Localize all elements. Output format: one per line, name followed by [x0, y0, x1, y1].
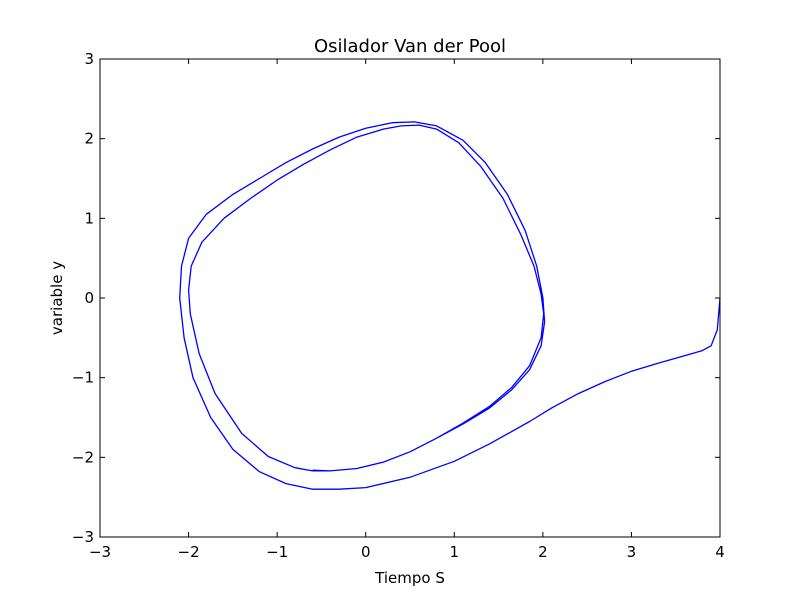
series-line-0 [179, 121, 721, 490]
y-tick-label: −3 [72, 528, 94, 546]
y-tick-label: −1 [72, 369, 94, 387]
y-tick-label: −2 [72, 448, 94, 466]
x-tick-label: 2 [538, 543, 548, 561]
chart-title: Osilador Van der Pool [314, 36, 506, 57]
x-tick-label: −3 [89, 543, 111, 561]
x-tick-label: 1 [450, 543, 460, 561]
plot-frame [99, 58, 721, 538]
y-tick-label: 3 [84, 50, 94, 68]
x-tick-label: 4 [715, 543, 725, 561]
y-tick-label: 1 [84, 209, 94, 227]
x-tick-label: 3 [627, 543, 637, 561]
x-tick-label: 0 [361, 543, 371, 561]
series-layer [179, 121, 721, 490]
y-axis-label: variable y [48, 261, 66, 335]
y-tick-label: 0 [84, 289, 94, 307]
y-tick-label: 2 [84, 130, 94, 148]
x-tick-label: −2 [178, 543, 200, 561]
x-tick-label: −1 [266, 543, 288, 561]
x-axis-label: Tiempo S [374, 569, 445, 587]
